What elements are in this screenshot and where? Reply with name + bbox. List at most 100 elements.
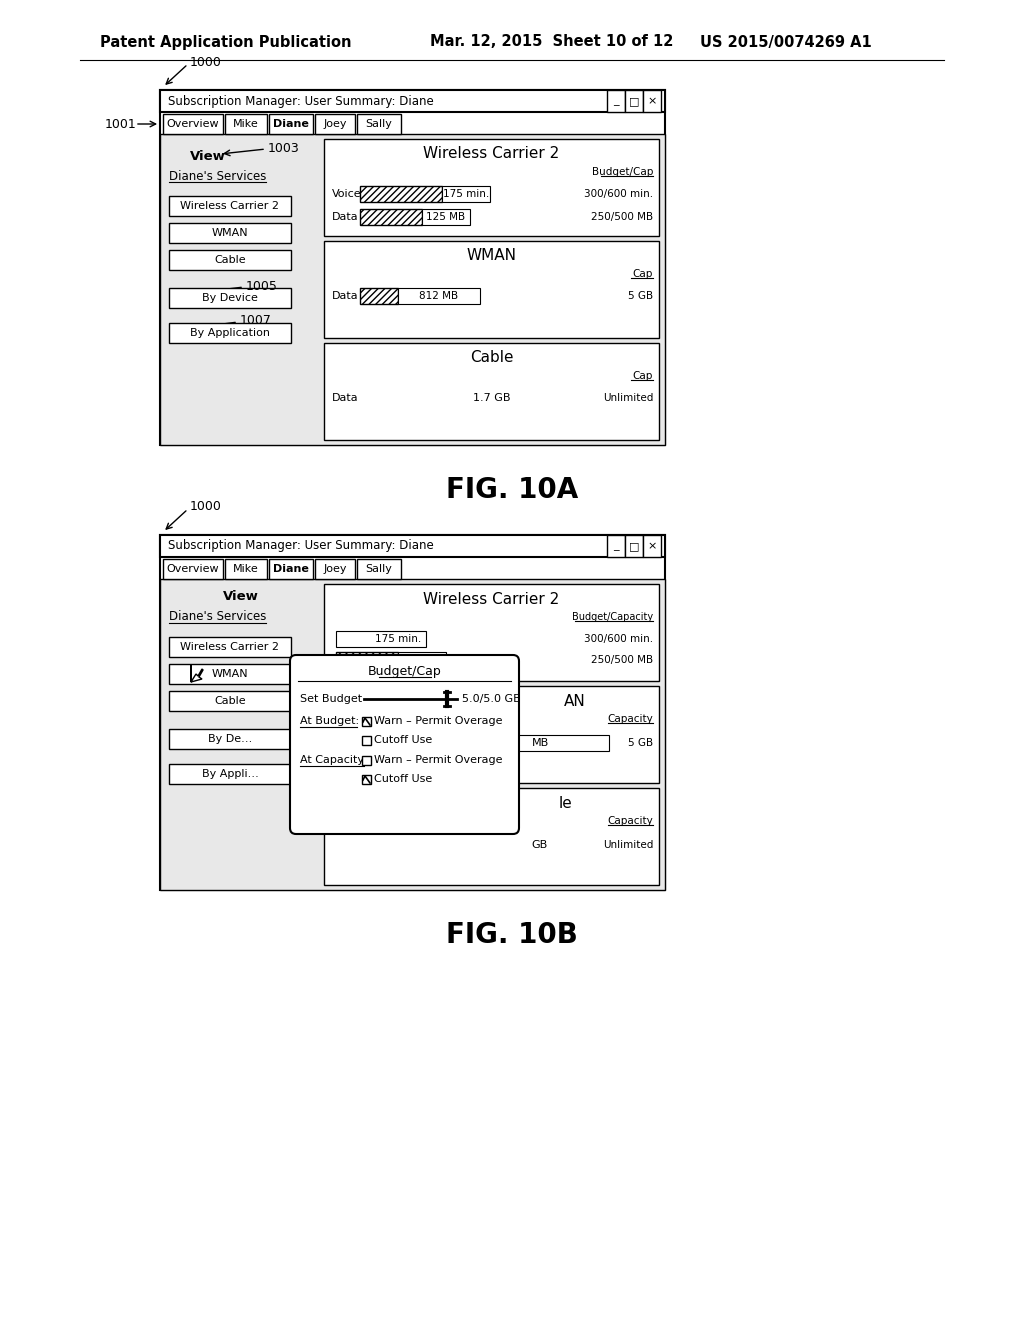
Bar — [607, 535, 625, 557]
Text: At Capacity:: At Capacity: — [300, 755, 367, 766]
Text: 5.0/5.0 GB: 5.0/5.0 GB — [462, 694, 521, 704]
Bar — [360, 209, 422, 224]
Text: 175 min.: 175 min. — [375, 634, 421, 644]
Text: View: View — [190, 149, 226, 162]
Text: Unlimited: Unlimited — [603, 393, 653, 403]
Bar — [169, 288, 291, 308]
Text: 1005: 1005 — [246, 280, 278, 293]
Text: Wireless Carrier 2: Wireless Carrier 2 — [180, 642, 280, 652]
Bar — [169, 764, 291, 784]
Text: Voice: Voice — [332, 189, 361, 199]
Text: Overview: Overview — [167, 564, 219, 574]
Text: Budget/Cap: Budget/Cap — [368, 664, 441, 677]
Text: Unlimited: Unlimited — [603, 840, 653, 850]
Text: _: _ — [613, 541, 618, 550]
Bar — [362, 717, 371, 726]
Text: Capacity: Capacity — [607, 816, 653, 826]
Bar — [169, 690, 291, 711]
Text: FIG. 10B: FIG. 10B — [446, 921, 578, 949]
Bar — [169, 638, 291, 657]
Bar — [163, 558, 223, 579]
Bar — [324, 242, 659, 338]
Text: Cutoff Use: Cutoff Use — [374, 774, 432, 784]
Text: Warn – Permit Overage: Warn – Permit Overage — [374, 755, 503, 766]
Text: Data: Data — [332, 213, 358, 222]
Text: Budget/Capacity: Budget/Capacity — [571, 612, 653, 622]
Text: GB: GB — [531, 840, 548, 850]
Bar — [225, 114, 267, 135]
Text: 1000: 1000 — [190, 55, 222, 69]
Text: Wireless Carrier 2: Wireless Carrier 2 — [180, 201, 280, 211]
Text: Overview: Overview — [167, 119, 219, 129]
Bar — [324, 583, 659, 681]
Bar — [422, 209, 470, 224]
Text: 250/500 MB: 250/500 MB — [591, 655, 653, 665]
Text: 125 MB: 125 MB — [402, 655, 441, 665]
Text: By Application: By Application — [190, 327, 270, 338]
Text: View: View — [223, 590, 259, 603]
Text: Mike: Mike — [233, 564, 259, 574]
Text: 1000: 1000 — [190, 500, 222, 513]
Text: Diane: Diane — [273, 564, 309, 574]
Text: le: le — [558, 796, 572, 810]
FancyBboxPatch shape — [290, 655, 519, 834]
Text: WMAN: WMAN — [212, 228, 248, 238]
Bar — [160, 535, 665, 557]
Bar — [324, 139, 659, 236]
Text: US 2015/0074269 A1: US 2015/0074269 A1 — [700, 34, 871, 49]
Text: Sally: Sally — [366, 564, 392, 574]
Text: Subscription Manager: User Summary: Diane: Subscription Manager: User Summary: Dian… — [168, 95, 434, 107]
Bar — [336, 631, 426, 647]
Bar — [169, 664, 291, 684]
Text: Cutoff Use: Cutoff Use — [374, 735, 432, 744]
Bar — [160, 135, 665, 445]
Text: 125 MB: 125 MB — [426, 213, 466, 222]
Bar — [169, 729, 291, 748]
Bar — [160, 90, 665, 445]
Bar — [324, 686, 659, 783]
Bar — [357, 558, 401, 579]
Bar — [625, 535, 643, 557]
Text: Cable: Cable — [214, 255, 246, 265]
Text: 5 GB: 5 GB — [628, 290, 653, 301]
Bar — [362, 775, 371, 784]
Text: Diane's Services: Diane's Services — [169, 169, 266, 182]
Text: Wireless Carrier 2: Wireless Carrier 2 — [423, 591, 560, 606]
Text: 1003: 1003 — [268, 141, 300, 154]
Text: 1.7 GB: 1.7 GB — [473, 393, 510, 403]
Text: Cable: Cable — [214, 696, 246, 706]
Text: Cap: Cap — [633, 269, 653, 279]
Text: AN: AN — [564, 693, 586, 709]
Text: Cap: Cap — [633, 371, 653, 381]
Text: ×: × — [647, 541, 656, 550]
Text: Data: Data — [332, 290, 358, 301]
Bar — [169, 323, 291, 343]
Polygon shape — [191, 664, 203, 682]
Text: Cable: Cable — [470, 351, 513, 366]
Bar — [160, 579, 665, 890]
Bar — [269, 114, 313, 135]
Bar — [398, 288, 480, 304]
Text: Budget/Cap: Budget/Cap — [592, 168, 653, 177]
Bar — [336, 652, 398, 668]
Text: By Device: By Device — [202, 293, 258, 304]
Text: By De…: By De… — [208, 734, 252, 744]
Text: Data: Data — [332, 393, 358, 403]
Text: Diane's Services: Diane's Services — [169, 610, 266, 623]
Text: Set Budget: Set Budget — [300, 694, 362, 704]
Text: FIG. 10A: FIG. 10A — [445, 477, 579, 504]
Bar — [362, 737, 371, 744]
Bar — [169, 249, 291, 271]
Text: Warn – Permit Overage: Warn – Permit Overage — [374, 715, 503, 726]
Bar — [360, 288, 398, 304]
Text: By Appli…: By Appli… — [202, 770, 258, 779]
Bar — [163, 114, 223, 135]
Bar — [169, 195, 291, 216]
Bar — [508, 735, 608, 751]
Bar — [169, 223, 291, 243]
Text: Sally: Sally — [366, 119, 392, 129]
Text: 250/500 MB: 250/500 MB — [591, 213, 653, 222]
Text: Patent Application Publication: Patent Application Publication — [100, 34, 351, 49]
Text: Wireless Carrier 2: Wireless Carrier 2 — [423, 147, 560, 161]
Text: 812 MB: 812 MB — [420, 290, 459, 301]
